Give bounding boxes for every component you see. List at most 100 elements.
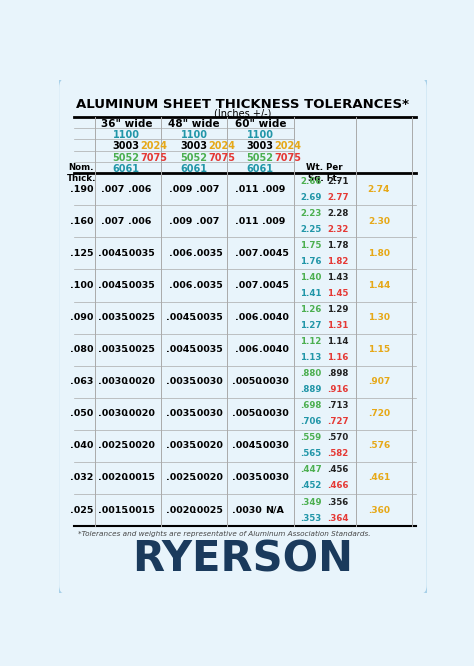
Text: .007: .007 — [235, 249, 258, 258]
Text: .0015: .0015 — [98, 505, 128, 515]
Text: .353: .353 — [300, 513, 321, 523]
Text: 2.28: 2.28 — [327, 209, 348, 218]
Text: .100: .100 — [70, 281, 93, 290]
Text: 2024: 2024 — [274, 141, 301, 151]
Text: .0030: .0030 — [193, 410, 223, 418]
Text: .582: .582 — [327, 450, 348, 458]
Text: .0045: .0045 — [259, 281, 289, 290]
Text: .050: .050 — [70, 410, 93, 418]
Text: 7075: 7075 — [274, 153, 301, 163]
Text: 1.44: 1.44 — [368, 281, 390, 290]
Text: (Inches +/-): (Inches +/-) — [214, 108, 272, 118]
Text: .009: .009 — [169, 184, 192, 194]
Text: .720: .720 — [368, 410, 390, 418]
Text: .364: .364 — [327, 513, 348, 523]
Text: .0020: .0020 — [125, 442, 155, 450]
Text: .0035: .0035 — [193, 313, 223, 322]
Text: 1.40: 1.40 — [300, 273, 321, 282]
Text: .360: .360 — [368, 505, 390, 515]
Text: 1.80: 1.80 — [368, 249, 390, 258]
Text: 7075: 7075 — [208, 153, 235, 163]
Text: .0025: .0025 — [98, 442, 128, 450]
Text: .916: .916 — [327, 385, 348, 394]
Text: 2.30: 2.30 — [368, 217, 390, 226]
Text: .0020: .0020 — [125, 410, 155, 418]
Text: 2.32: 2.32 — [327, 225, 348, 234]
Text: .0025: .0025 — [165, 474, 195, 482]
Text: 3003: 3003 — [181, 141, 208, 151]
Text: .727: .727 — [327, 418, 348, 426]
Text: .007: .007 — [196, 217, 220, 226]
Text: .0035: .0035 — [165, 377, 195, 386]
Text: .0030: .0030 — [259, 410, 289, 418]
Text: .570: .570 — [327, 434, 348, 442]
Text: 3003: 3003 — [112, 141, 139, 151]
Text: .880: .880 — [300, 369, 321, 378]
Text: .0030: .0030 — [232, 505, 262, 515]
Text: 6061: 6061 — [246, 164, 273, 174]
Text: .032: .032 — [70, 474, 93, 482]
Text: 1100: 1100 — [181, 130, 208, 140]
Text: .0045: .0045 — [165, 345, 195, 354]
Text: .466: .466 — [327, 482, 348, 490]
Text: .0035: .0035 — [193, 281, 223, 290]
Text: .0050: .0050 — [232, 377, 262, 386]
Text: .889: .889 — [300, 385, 321, 394]
Text: .0030: .0030 — [193, 377, 223, 386]
Text: .456: .456 — [327, 466, 348, 474]
Text: 2024: 2024 — [208, 141, 235, 151]
Text: Wt. Per
Sq. Ft.: Wt. Per Sq. Ft. — [306, 163, 343, 183]
Text: .576: .576 — [368, 442, 390, 450]
Text: .0030: .0030 — [259, 474, 289, 482]
Text: .0045: .0045 — [259, 249, 289, 258]
Text: 60" wide: 60" wide — [235, 119, 286, 129]
Text: .009: .009 — [169, 217, 192, 226]
Text: 48" wide: 48" wide — [168, 119, 220, 129]
Text: 1.43: 1.43 — [327, 273, 348, 282]
Text: 2.77: 2.77 — [327, 193, 348, 202]
Text: .090: .090 — [70, 313, 93, 322]
Text: .011: .011 — [235, 217, 258, 226]
Text: 1.13: 1.13 — [300, 353, 321, 362]
Text: 1.31: 1.31 — [327, 321, 348, 330]
Text: 2.66: 2.66 — [300, 176, 321, 186]
Text: .559: .559 — [301, 434, 321, 442]
Text: 1.82: 1.82 — [327, 257, 348, 266]
Text: .006: .006 — [128, 217, 152, 226]
Text: .0030: .0030 — [259, 442, 289, 450]
Text: .0050: .0050 — [232, 410, 262, 418]
Text: 1.29: 1.29 — [327, 305, 348, 314]
Text: .0025: .0025 — [125, 345, 155, 354]
Text: .0025: .0025 — [193, 505, 223, 515]
Text: .160: .160 — [70, 217, 93, 226]
Text: .0035: .0035 — [232, 474, 262, 482]
Text: .007: .007 — [101, 184, 124, 194]
Text: 1.41: 1.41 — [300, 289, 322, 298]
Text: 1.30: 1.30 — [368, 313, 390, 322]
Text: N/A: N/A — [264, 505, 283, 515]
Text: .356: .356 — [327, 498, 348, 507]
Text: .006: .006 — [235, 345, 258, 354]
Text: 1100: 1100 — [112, 130, 139, 140]
Text: .0025: .0025 — [125, 313, 155, 322]
Text: .565: .565 — [301, 450, 321, 458]
Text: .080: .080 — [70, 345, 93, 354]
Text: .0035: .0035 — [125, 281, 155, 290]
Text: .0030: .0030 — [259, 377, 289, 386]
Text: .025: .025 — [70, 505, 93, 515]
Text: .0045: .0045 — [232, 442, 262, 450]
Text: .007: .007 — [235, 281, 258, 290]
Text: 36" wide: 36" wide — [100, 119, 152, 129]
Text: 1.12: 1.12 — [300, 337, 321, 346]
Text: .0015: .0015 — [125, 474, 155, 482]
Text: 2.71: 2.71 — [327, 176, 348, 186]
Text: 2.74: 2.74 — [368, 184, 390, 194]
Text: .006: .006 — [169, 281, 192, 290]
Text: 1.26: 1.26 — [300, 305, 321, 314]
Text: .009: .009 — [263, 217, 286, 226]
Text: 1.15: 1.15 — [368, 345, 390, 354]
Text: 1.27: 1.27 — [300, 321, 322, 330]
Text: 3003: 3003 — [246, 141, 273, 151]
Text: .0040: .0040 — [259, 313, 289, 322]
Text: Nom.
Thick.: Nom. Thick. — [66, 163, 96, 183]
